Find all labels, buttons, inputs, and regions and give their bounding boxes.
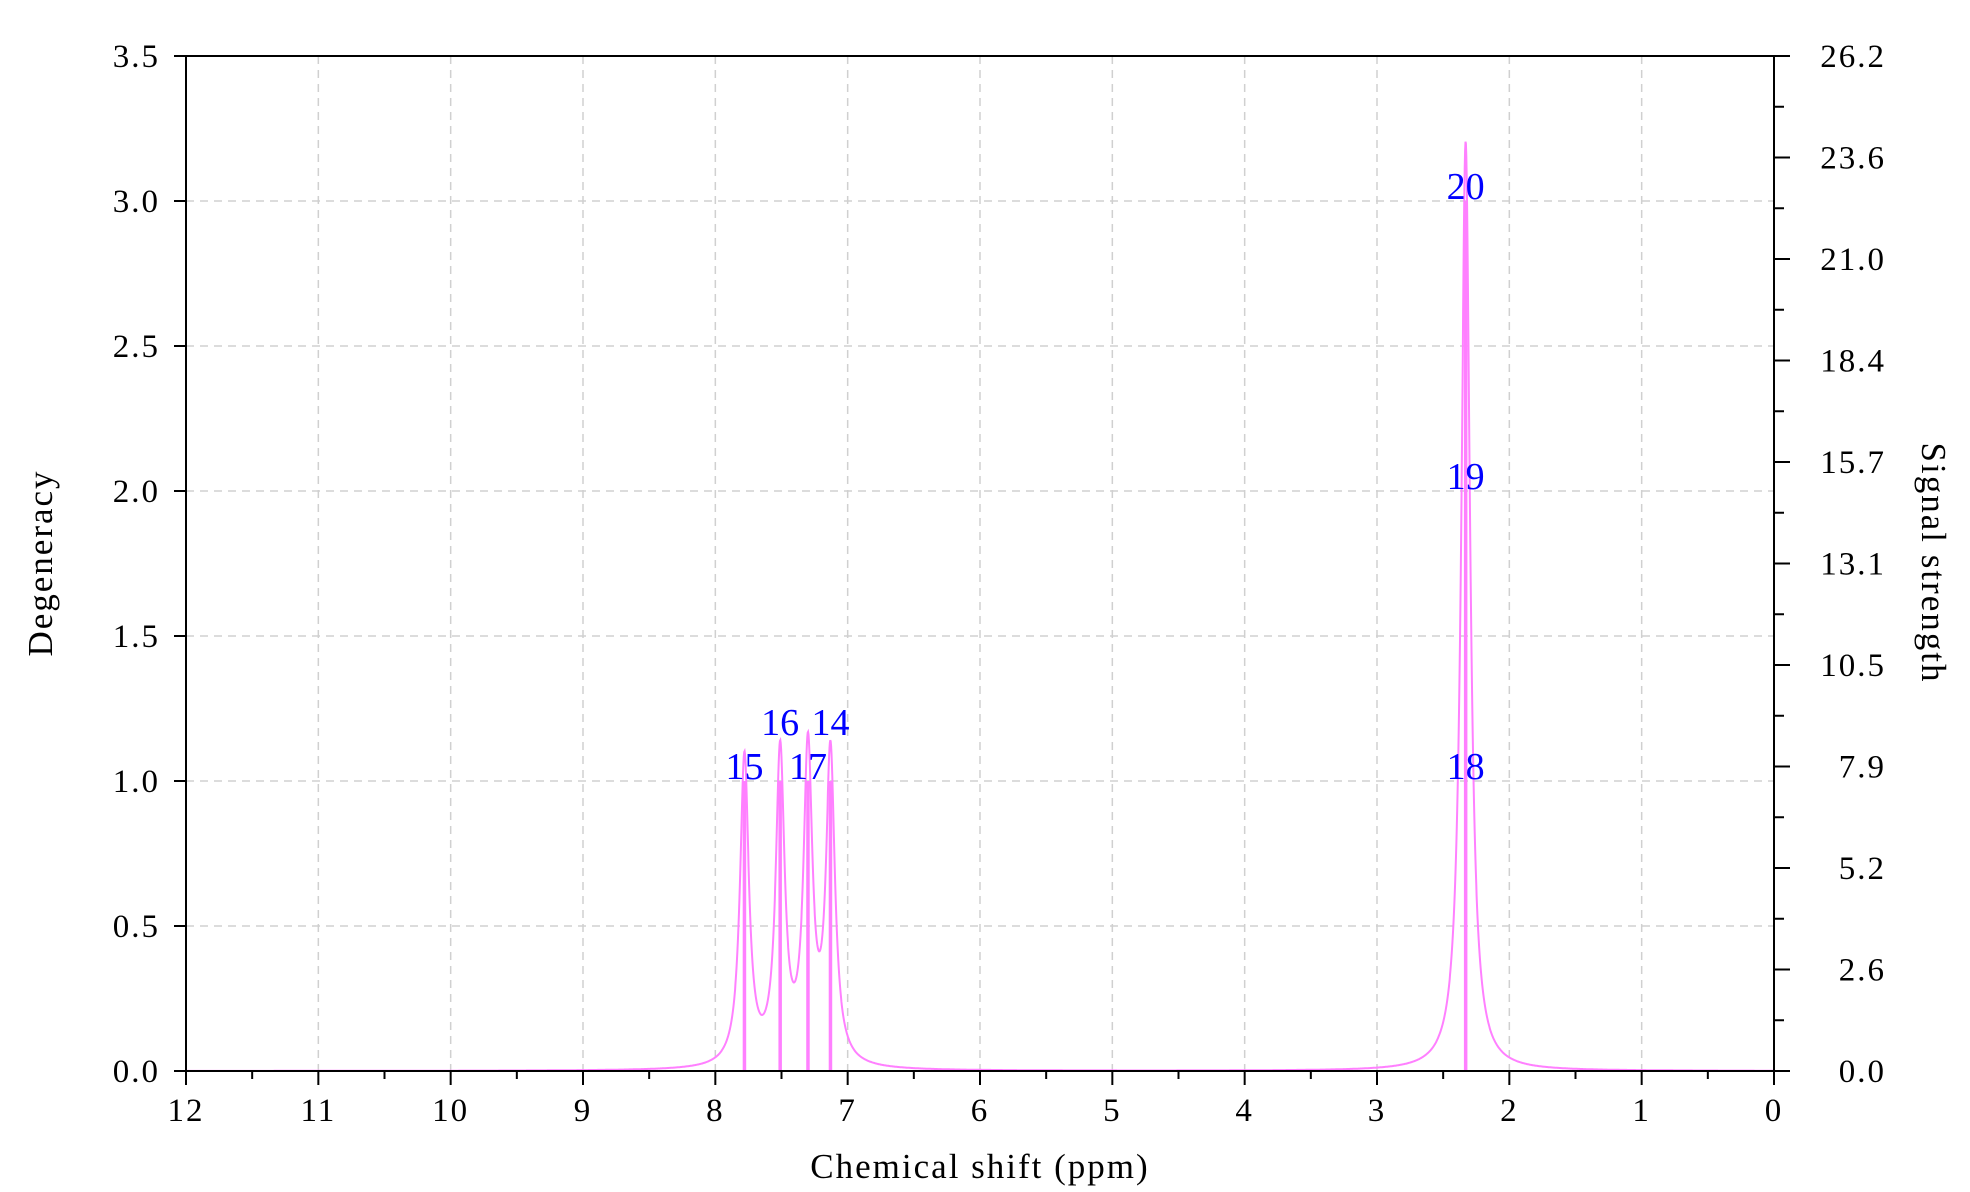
y2-tick-label: 10.5 bbox=[1820, 648, 1886, 684]
x-tick-label: 10 bbox=[432, 1093, 469, 1129]
y-tick-label: 0.0 bbox=[113, 1054, 160, 1090]
atom-label: 15 bbox=[725, 746, 763, 788]
y-tick-label: 1.5 bbox=[113, 619, 160, 655]
x-tick-label: 9 bbox=[574, 1093, 593, 1129]
y2-tick-label: 5.2 bbox=[1839, 851, 1886, 887]
grid bbox=[186, 56, 1774, 1071]
y2-tick-label: 13.1 bbox=[1820, 547, 1886, 583]
x-tick-label: 8 bbox=[706, 1093, 725, 1129]
y2-tick-label: 23.6 bbox=[1820, 141, 1886, 177]
y-tick-label: 3.0 bbox=[113, 184, 160, 220]
y2-tick-label: 21.0 bbox=[1820, 242, 1886, 278]
axes: 12 11 10 9 8 7 6 5 4 3 2 1 00.00.51.01.52.02.53.03.5… bbox=[113, 39, 1886, 1129]
atom-label: 16 bbox=[761, 702, 799, 744]
atom-label: 17 bbox=[789, 746, 827, 788]
atom-label: 14 bbox=[811, 702, 849, 744]
y2-axis-label: Signal strength bbox=[1914, 443, 1953, 684]
y2-tick-label: 15.7 bbox=[1820, 445, 1886, 481]
y2-tick-label: 26.2 bbox=[1820, 39, 1886, 75]
x-tick-label: 5 bbox=[1103, 1093, 1122, 1129]
y-tick-label: 1.0 bbox=[113, 764, 160, 800]
y-tick-label: 2.5 bbox=[113, 329, 160, 365]
y2-tick-label: 7.9 bbox=[1839, 750, 1886, 786]
x-tick-label: 0 bbox=[1765, 1093, 1784, 1129]
x-axis-label: Chemical shift (ppm) bbox=[810, 1147, 1149, 1186]
x-tick-label: 4 bbox=[1235, 1093, 1254, 1129]
y2-tick-label: 2.6 bbox=[1839, 953, 1886, 989]
y2-tick-label: 18.4 bbox=[1820, 344, 1886, 380]
x-tick-label: 1 bbox=[1632, 1093, 1651, 1129]
y2-tick-label: 0.0 bbox=[1839, 1054, 1886, 1090]
degeneracy-sticks bbox=[742, 201, 1468, 1071]
y-axis-label: Degeneracy bbox=[21, 469, 60, 656]
x-tick-label: 11 bbox=[300, 1093, 336, 1129]
atom-label: 20 bbox=[1447, 166, 1485, 208]
atom-label: 19 bbox=[1447, 456, 1485, 498]
x-tick-label: 12 bbox=[168, 1093, 205, 1129]
x-tick-label: 7 bbox=[838, 1093, 857, 1129]
atom-label: 18 bbox=[1447, 746, 1485, 788]
y-tick-label: 0.5 bbox=[113, 909, 160, 945]
x-tick-label: 3 bbox=[1368, 1093, 1387, 1129]
x-tick-label: 6 bbox=[971, 1093, 990, 1129]
y-tick-label: 3.5 bbox=[113, 39, 160, 75]
x-tick-label: 2 bbox=[1500, 1093, 1519, 1129]
y-tick-label: 2.0 bbox=[113, 474, 160, 510]
